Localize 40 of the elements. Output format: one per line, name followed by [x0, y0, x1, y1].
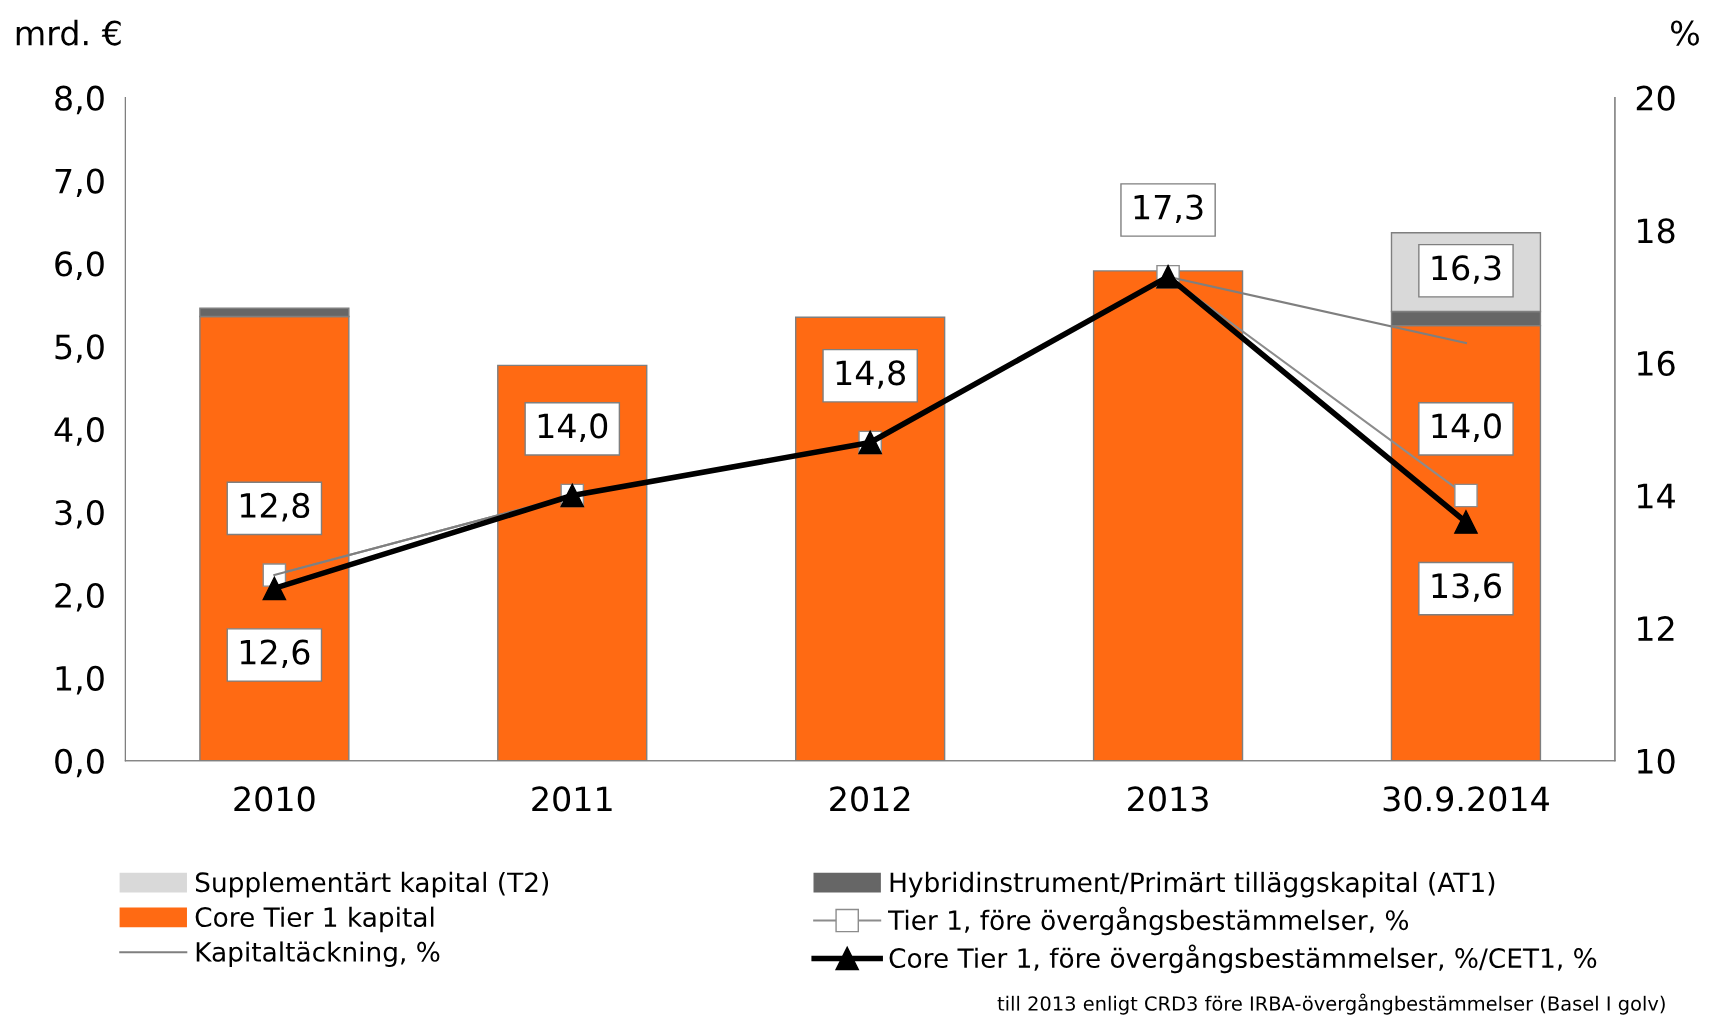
legend-label: Kapitaltäckning, % — [196, 941, 440, 967]
legend-label: Hybridinstrument/Primärt tilläggskapital (AT1) — [890, 871, 1495, 898]
data-label: 14,8 — [836, 360, 905, 389]
y-tick-label: 3,0 — [55, 500, 104, 529]
legend-label: Tier 1, före övergångsbestämmelser, % — [888, 906, 1409, 936]
x-tick-label: 2011 — [532, 786, 612, 812]
legend-label: Supplementärt kapital (T2) — [195, 871, 549, 898]
data-label: 14,0 — [538, 413, 608, 442]
point — [262, 576, 287, 601]
y-tick-label: 4,0 — [54, 417, 104, 446]
data-label: 16,3 — [1432, 255, 1501, 284]
y2-tick-label: 20 — [1636, 85, 1675, 111]
data-label: 12,6 — [240, 639, 310, 669]
x-tick-label: 2012 — [830, 786, 910, 812]
y2-tick-label: 16 — [1638, 350, 1675, 377]
y2-tick-label: 18 — [1638, 218, 1675, 244]
y-tick-label: 7,0 — [55, 168, 104, 198]
data-label: 13,6 — [1432, 573, 1501, 602]
y-tick-label: 8,0 — [55, 85, 104, 115]
legend-label: Core Tier 1, före övergångsbestämmelser, %/CET1, % — [889, 944, 1597, 974]
y-tick-label: 2,0 — [55, 582, 104, 612]
point — [1454, 510, 1478, 534]
y-axis-title: mrd. € — [16, 19, 121, 46]
data-label: 17,3 — [1134, 194, 1203, 224]
text: till 2013 enligt CRD3 före IRBA-övergångbestämmelser (Basel I golv) — [997, 993, 1665, 1015]
y2-tick-label: 14 — [1638, 483, 1675, 509]
x-tick-label: 30.9.2014 — [1383, 786, 1549, 812]
x-tick-label: 2013 — [1128, 786, 1208, 812]
y-tick-label: 1,0 — [56, 665, 104, 695]
y2-tick-label: 12 — [1638, 616, 1674, 641]
y-tick-label: 0,0 — [55, 748, 104, 778]
y2-axis-title: % — [1670, 20, 1699, 46]
data-label: 14,0 — [1432, 413, 1501, 442]
data-label: 12,8 — [240, 492, 310, 522]
legend-label: Core Tier 1 kapital — [195, 906, 434, 933]
y-tick-label: 6,0 — [55, 251, 104, 280]
x-tick-label: 2010 — [234, 786, 315, 812]
y2-tick-label: 10 — [1638, 748, 1675, 774]
point — [1454, 483, 1478, 508]
y-tick-label: 5,0 — [55, 334, 104, 363]
